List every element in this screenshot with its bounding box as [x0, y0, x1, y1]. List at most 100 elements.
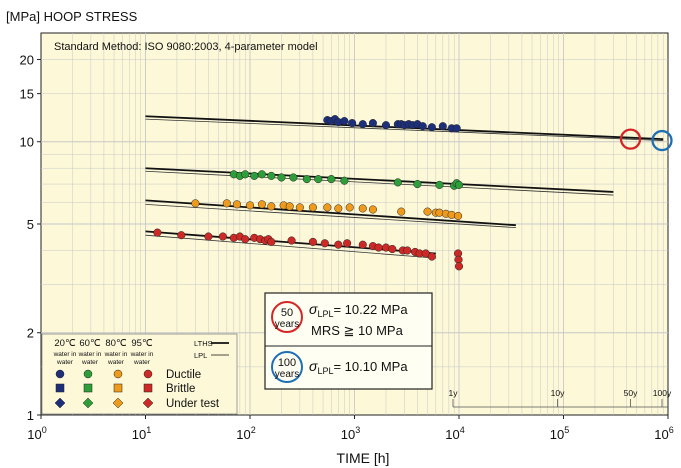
legend-ductile-symbol [113, 369, 123, 379]
years50-badge-number: 50 [281, 307, 293, 319]
y-tick-label: 2 [27, 326, 34, 341]
data-point [320, 239, 329, 248]
lpl-line [145, 234, 436, 259]
legend-medium-line1: water in [130, 351, 154, 358]
data-point [454, 262, 464, 271]
data-point [218, 232, 227, 241]
data-point [343, 239, 352, 248]
legend-lpl-label: LPL [194, 351, 207, 360]
data-point [358, 240, 367, 249]
legend-temperature: 80℃ [105, 338, 127, 349]
data-point [348, 119, 357, 128]
legend-temperature: 60℃ [79, 338, 101, 349]
data-point [241, 235, 250, 244]
legend-medium-line1: water in [53, 351, 77, 358]
data-point [177, 231, 186, 240]
target-marker [619, 128, 642, 150]
y-tick-label: 20 [20, 52, 34, 67]
legend-lths-label: LTHS [194, 339, 213, 348]
data-point [427, 123, 436, 132]
x-tick-label: 100 [27, 425, 46, 442]
x-tick-label: 102 [236, 425, 255, 442]
x-tick-label: 104 [445, 425, 464, 442]
data-point [308, 237, 317, 246]
data-point [314, 175, 323, 184]
data-point [232, 200, 241, 209]
years100-sigma: σLPL= 10.10 MPa [309, 358, 408, 376]
y-tick-label: 5 [27, 217, 34, 232]
data-point [153, 228, 162, 237]
legend-medium-line2: water [133, 359, 151, 366]
time-scale-label: 10y [551, 388, 565, 398]
years50-badge-unit: years [275, 319, 299, 330]
y-tick-label: 1 [27, 408, 34, 423]
data-point [403, 246, 412, 255]
years100-badge-unit: years [275, 369, 299, 380]
data-point [327, 175, 336, 184]
data-point [438, 122, 447, 131]
years50-mrs: MRS ≧ 10 MPa [311, 323, 404, 338]
data-point [368, 119, 377, 128]
annotation-frame [264, 292, 433, 390]
legend-temperature: 95℃ [131, 338, 153, 349]
data-point [358, 120, 367, 129]
data-point [374, 243, 383, 252]
data-point [267, 202, 276, 211]
legend-ductile-symbol [55, 369, 65, 379]
data-point [323, 203, 332, 212]
time-scale-label: 100y [653, 388, 672, 398]
data-point [302, 175, 311, 184]
data-point [452, 124, 461, 133]
data-point [393, 178, 402, 187]
years100-badge-number: 100 [278, 357, 296, 369]
legend-brittle-symbol [143, 383, 153, 393]
lpl-line [145, 203, 516, 229]
lths-line [145, 199, 516, 227]
legend-frame [41, 333, 238, 415]
lpl-line [145, 170, 614, 196]
legend-under-test-symbol [142, 397, 154, 409]
data-point [191, 199, 200, 208]
target-marker [651, 129, 673, 152]
legend-medium-line1: water in [104, 351, 128, 358]
legend-under-test-symbol [82, 397, 94, 409]
data-point [334, 240, 343, 249]
data-point [257, 200, 266, 209]
data-point [388, 244, 397, 254]
lpl-line [145, 118, 664, 141]
data-points [153, 115, 464, 271]
data-point [454, 180, 464, 189]
y-tick-label: 15 [20, 87, 34, 102]
legend-brittle: Brittle [166, 383, 195, 395]
years50-sigma: σLPL= 10.22 MPa [309, 301, 408, 319]
data-point [250, 171, 259, 180]
legend-ductile-symbol [143, 369, 153, 379]
data-point [381, 121, 391, 130]
x-tick-label: 101 [132, 425, 151, 442]
data-point [397, 207, 406, 216]
time-scale-label: 50y [624, 388, 638, 398]
data-point [222, 199, 231, 208]
data-point [423, 207, 432, 216]
lths-line [145, 167, 614, 193]
data-point [418, 122, 427, 131]
legend-brittle-symbol [55, 383, 65, 393]
data-point [295, 203, 304, 212]
legend-temperature: 20℃ [54, 338, 76, 349]
legend-medium-line2: water [56, 359, 74, 366]
data-point [277, 173, 286, 182]
data-point [340, 117, 349, 126]
data-point [204, 232, 213, 241]
legend-brittle-symbol [113, 383, 123, 393]
legend-medium-line2: water [107, 359, 125, 366]
data-point [334, 204, 343, 213]
data-point [241, 170, 250, 179]
data-point [267, 171, 276, 180]
data-point [308, 203, 317, 212]
legend-medium-line1: water in [78, 351, 102, 358]
data-point [245, 201, 255, 210]
x-tick-label: 105 [550, 425, 569, 442]
